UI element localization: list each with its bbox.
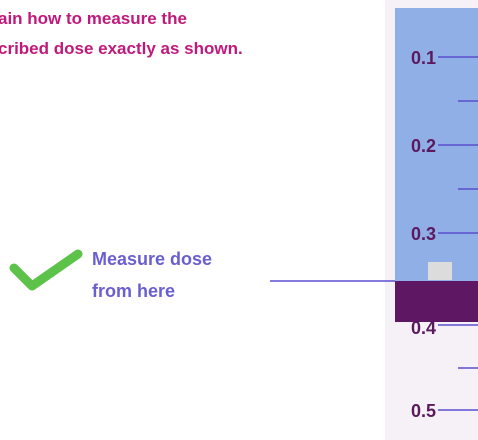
diagram: ain how to measure the cribed dose exact… — [0, 0, 478, 440]
scale-label: 0.5 — [411, 401, 436, 421]
callout-text: from here — [92, 281, 175, 301]
scale-label: 0.1 — [411, 48, 436, 68]
scale-label: 0.3 — [411, 224, 436, 244]
plunger — [395, 281, 478, 322]
plunger-tip — [428, 262, 452, 280]
scale-label: 0.2 — [411, 136, 436, 156]
header-line: cribed dose exactly as shown. — [0, 39, 243, 58]
callout-text: Measure dose — [92, 249, 212, 269]
header-line: ain how to measure the — [0, 9, 187, 28]
